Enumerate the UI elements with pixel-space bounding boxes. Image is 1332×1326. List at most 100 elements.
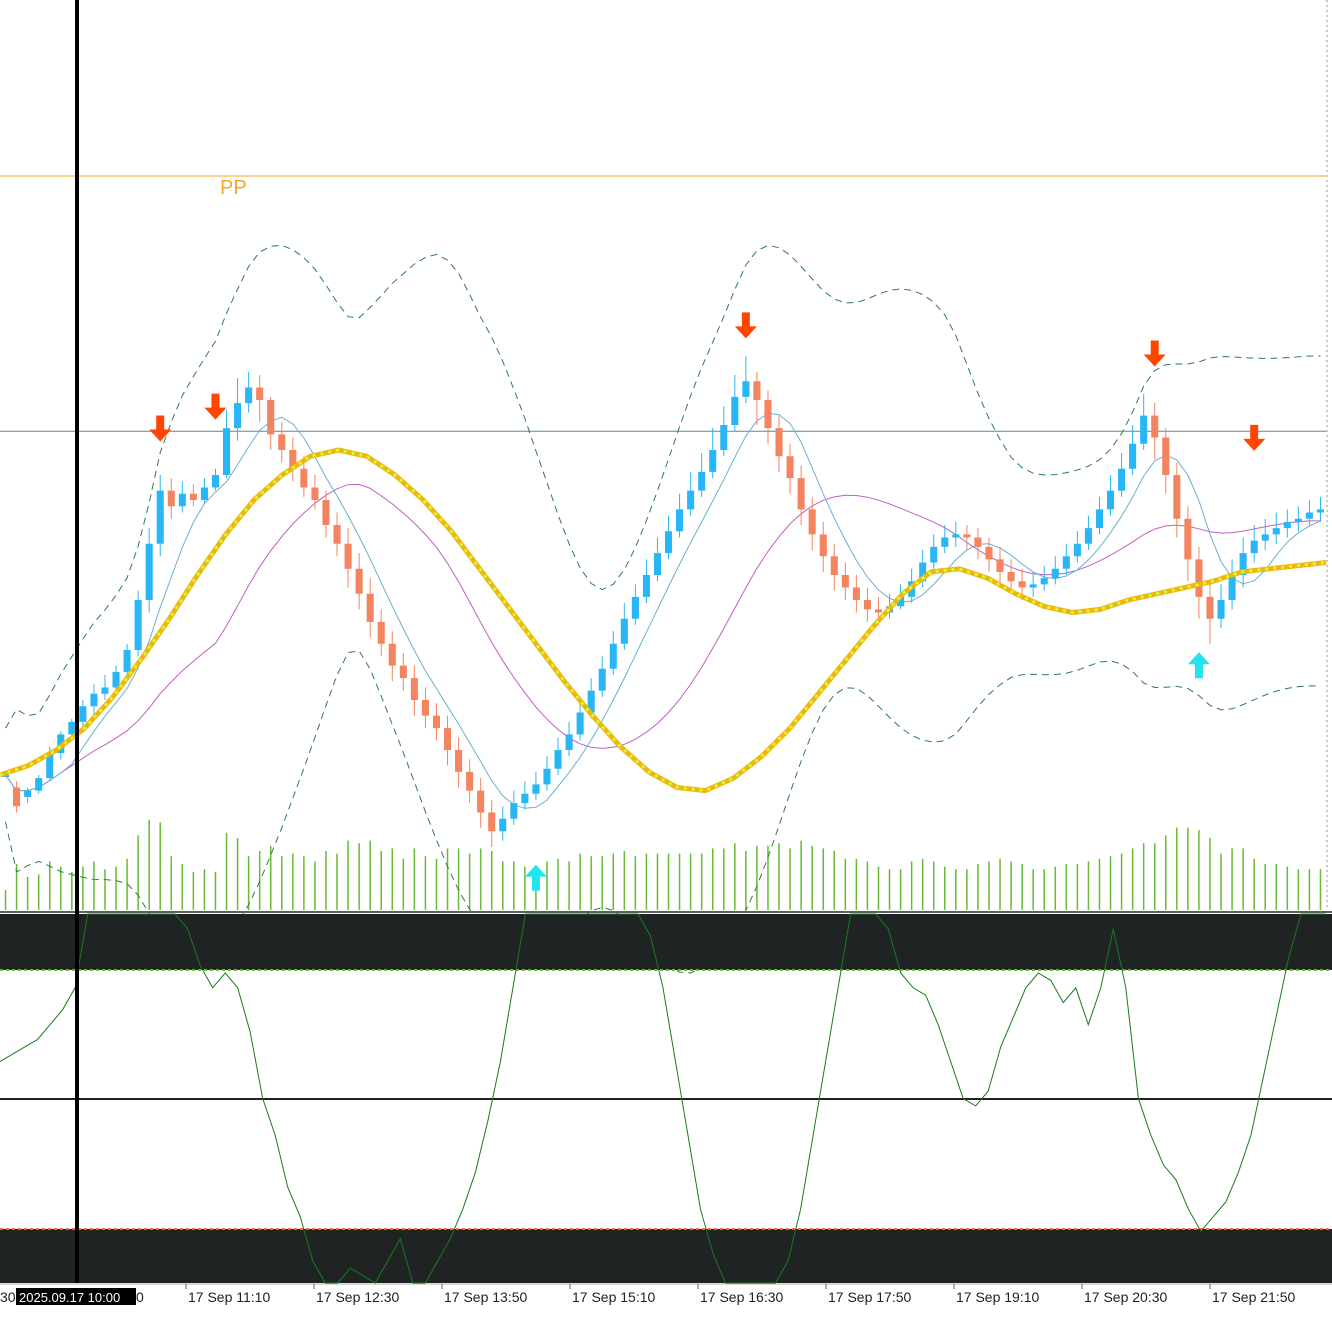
- x-tick-label: 17 Sep 20:30: [1084, 1289, 1168, 1305]
- signal-arrows: [149, 312, 1266, 891]
- pivot-label: PP: [220, 177, 247, 199]
- candle: [720, 406, 728, 457]
- candle: [1294, 506, 1302, 532]
- candle: [742, 356, 750, 404]
- candle: [1173, 462, 1181, 538]
- candle: [1151, 403, 1159, 460]
- candle: [1084, 515, 1092, 550]
- candle: [289, 437, 297, 482]
- candle: [985, 537, 993, 572]
- candle: [35, 775, 43, 794]
- candle: [642, 559, 650, 604]
- ma-main-line: [0, 447, 1327, 794]
- candle: [1051, 556, 1059, 585]
- candle: [1217, 584, 1225, 629]
- candle: [797, 465, 805, 525]
- candle: [1316, 496, 1325, 522]
- volume-bars: [4, 819, 1322, 910]
- candle: [698, 453, 706, 497]
- candle: [1029, 571, 1037, 597]
- candle: [399, 653, 407, 691]
- candle: [1073, 531, 1081, 563]
- sell-arrow-icon: [734, 312, 757, 339]
- candle: [101, 675, 109, 700]
- candle: [366, 578, 374, 638]
- candle: [930, 534, 938, 569]
- candle: [355, 553, 363, 610]
- candle: [455, 737, 463, 788]
- x-tick-label: 17 Sep 15:10: [572, 1289, 656, 1305]
- candle: [1162, 428, 1170, 494]
- candle: [786, 443, 794, 494]
- candle: [377, 609, 385, 657]
- candle: [521, 781, 529, 810]
- candle: [167, 478, 175, 519]
- price-panel: PP: [0, 0, 1328, 974]
- candle: [1118, 453, 1126, 497]
- candle: [333, 512, 341, 557]
- candle: [13, 781, 21, 813]
- candle: [79, 700, 87, 729]
- candle: [963, 525, 971, 550]
- candle: [466, 759, 474, 804]
- candle: [543, 756, 551, 791]
- candle: [1095, 496, 1104, 535]
- candle: [1129, 425, 1137, 475]
- candle: [477, 778, 485, 829]
- candle: [189, 484, 197, 507]
- candle: [687, 471, 695, 516]
- candle: [609, 631, 617, 675]
- candle: [1106, 475, 1115, 516]
- x-tick-label: 17 Sep 16:30: [700, 1289, 784, 1305]
- candle: [598, 656, 606, 697]
- candle: [1261, 518, 1269, 550]
- candle: [134, 590, 142, 657]
- candle: [565, 721, 573, 757]
- x-tick-label: 17 Sep 11:10: [188, 1289, 270, 1305]
- candle: [1206, 581, 1214, 644]
- candle: [256, 375, 264, 422]
- candle: [996, 546, 1004, 585]
- candle: [709, 428, 717, 479]
- candle: [178, 481, 186, 513]
- sell-arrow-icon: [204, 393, 227, 420]
- candle: [222, 409, 231, 479]
- candle: [1062, 543, 1070, 575]
- candle: [1283, 509, 1291, 538]
- candle: [510, 790, 518, 825]
- candle: [676, 493, 684, 538]
- candle: [863, 587, 871, 622]
- candle: [731, 375, 739, 432]
- buy-arrow-icon: [1187, 652, 1210, 679]
- band-lower: [5, 650, 1321, 974]
- candle: [775, 415, 783, 472]
- candle: [211, 468, 220, 491]
- oversold-zone: [0, 1229, 1332, 1283]
- candle: [664, 515, 673, 560]
- candle: [1184, 506, 1192, 582]
- candle: [1140, 393, 1148, 450]
- crosshair-time-bg: [16, 1288, 136, 1305]
- x-tick-label: 17 Sep 12:30: [316, 1289, 400, 1305]
- candle: [344, 528, 352, 588]
- candle: [267, 396, 275, 450]
- candle: [1, 775, 10, 777]
- candle: [852, 575, 860, 613]
- x-tick-label: 17 Sep 19:10: [956, 1289, 1040, 1305]
- candle: [488, 800, 496, 847]
- candle: [1250, 525, 1258, 563]
- candle: [311, 475, 319, 510]
- oscillator-line: [0, 913, 1326, 1284]
- candle: [620, 603, 628, 650]
- candle: [808, 496, 816, 550]
- band-upper: [5, 244, 1321, 729]
- ma-fast-line: [5, 412, 1321, 809]
- candles: [1, 356, 1325, 847]
- x-tick-partial: 30: [0, 1289, 16, 1305]
- sell-arrow-icon: [149, 415, 172, 442]
- candle: [443, 715, 452, 766]
- candle: [1305, 500, 1313, 525]
- oscillator-panel: [0, 911, 1332, 1284]
